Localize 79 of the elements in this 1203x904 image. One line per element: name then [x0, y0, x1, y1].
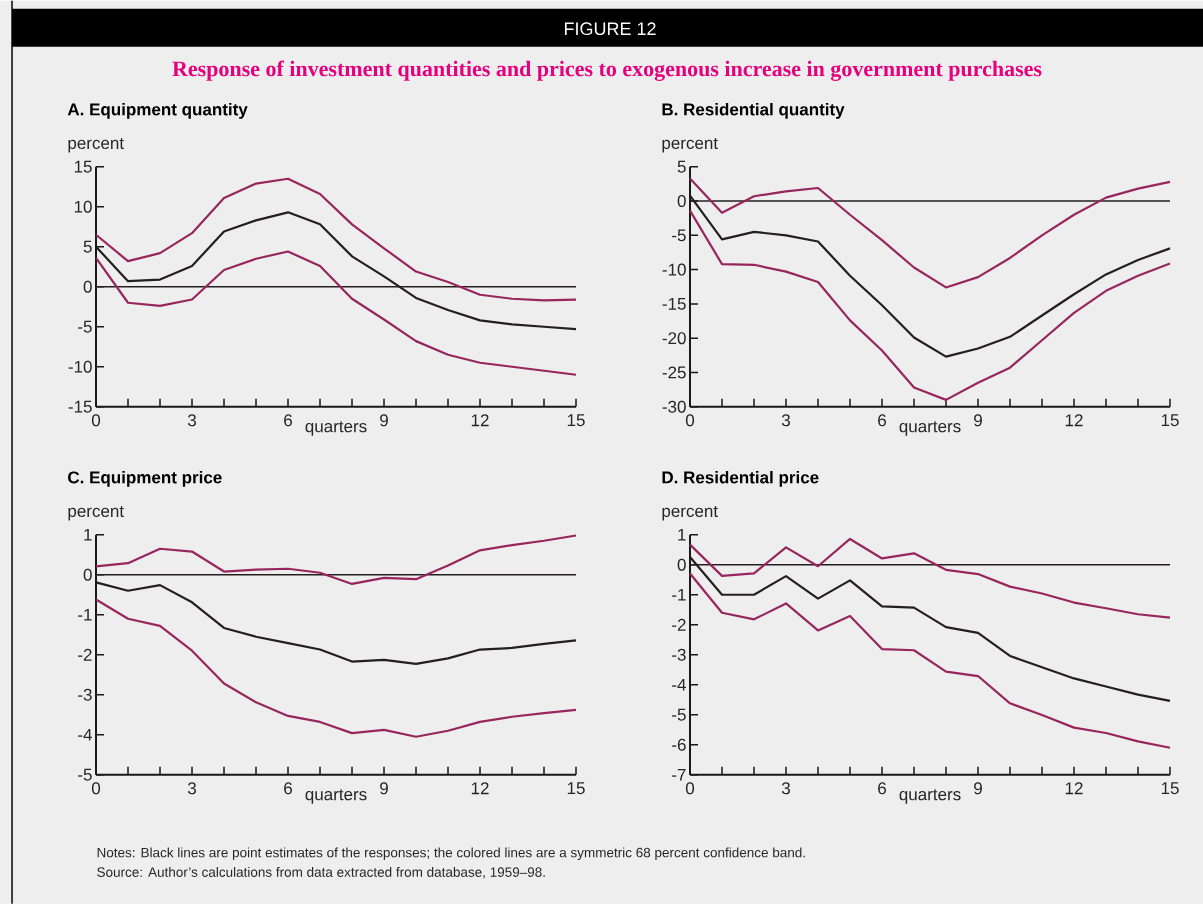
- x-tick-label: 9: [380, 782, 388, 795]
- y-tick-label: -5: [672, 708, 686, 721]
- y-tick-label: -4: [672, 678, 686, 691]
- line-series: [94, 598, 578, 738]
- x-tick-label: 3: [781, 782, 790, 795]
- y-tick-label: 1: [678, 528, 686, 541]
- line-series: [688, 537, 1172, 619]
- y-tick-label: -10: [68, 360, 92, 373]
- x-tick-label: 12: [1065, 414, 1083, 426]
- text: Response of investment quantities and prices to exogenous increase in government purchases: [172, 60, 1042, 81]
- x-axis-title: quarters: [305, 420, 367, 436]
- x-tick-label: 0: [685, 782, 695, 795]
- y-tick-label: -2: [78, 648, 92, 661]
- y-tick-label: -10: [662, 263, 686, 276]
- x-tick-label: 12: [471, 782, 489, 794]
- chart-title: A. Equipment quantity: [67, 102, 248, 119]
- x-tick-label: 15: [1161, 414, 1179, 426]
- y-axis-title: percent: [68, 505, 124, 521]
- chart-title: C. Equipment price: [68, 470, 222, 487]
- chart-title: B. Residential quantity: [662, 102, 845, 119]
- y-tick-label: -15: [662, 297, 686, 310]
- y-tick-label: -1: [672, 588, 686, 601]
- text: Notes: Black lines are point estimates of the responses; the colored lines are a symmetric 68 percent confidence band.: [97, 847, 805, 860]
- line-series: [688, 572, 1172, 749]
- y-tick-label: -25: [662, 366, 686, 379]
- x-tick-label: 15: [1161, 782, 1179, 794]
- y-tick-label: -1: [78, 608, 92, 621]
- y-tick-label: -4: [78, 728, 92, 741]
- x-tick-label: 3: [187, 414, 196, 427]
- y-tick-label: 10: [74, 200, 92, 213]
- y-tick-label: -7: [672, 768, 686, 781]
- y-tick-label: 5: [677, 160, 686, 173]
- y-axis-title: percent: [662, 505, 718, 521]
- source-note: Source: Author’s calculations from data extracted from database, 1959–98.: [97, 866, 545, 879]
- y-tick-label: -3: [672, 648, 686, 661]
- y-axis-title: percent: [662, 137, 718, 153]
- x-tick-label: 6: [878, 414, 886, 427]
- x-tick-label: 15: [567, 782, 585, 794]
- y-tick-label: -15: [68, 400, 92, 413]
- y-tick-label: 15: [74, 160, 92, 173]
- y-tick-label: -2: [672, 618, 686, 631]
- y-tick-label: 1: [84, 528, 92, 541]
- y-tick-label: -30: [662, 400, 686, 413]
- x-axis-title: quarters: [899, 788, 961, 804]
- x-tick-label: 15: [567, 414, 585, 426]
- y-tick-label: 0: [677, 194, 686, 207]
- x-tick-label: 6: [878, 782, 886, 795]
- x-axis-title: quarters: [899, 420, 961, 436]
- y-tick-label: -20: [662, 331, 686, 344]
- y-tick-label: 0: [83, 568, 92, 581]
- y-tick-label: 0: [83, 280, 92, 293]
- y-axis-title: percent: [68, 137, 124, 153]
- caption: FIGURE 12: [564, 22, 656, 35]
- x-tick-label: 9: [974, 414, 982, 427]
- line-series: [688, 177, 1172, 289]
- y-tick-label: -5: [672, 229, 686, 242]
- x-tick-label: 3: [781, 414, 790, 427]
- line-series: [688, 209, 1172, 401]
- y-tick-label: -3: [78, 688, 92, 701]
- x-tick-label: 3: [187, 782, 196, 795]
- line-series: [94, 534, 578, 585]
- y-tick-label: -5: [78, 768, 92, 781]
- y-tick-label: -5: [78, 320, 92, 333]
- x-tick-label: 9: [380, 414, 388, 427]
- x-tick-label: 0: [91, 414, 101, 427]
- x-axis-title: quarters: [305, 788, 367, 804]
- x-tick-label: 0: [685, 414, 695, 427]
- line-series: [94, 177, 578, 302]
- x-tick-label: 0: [91, 782, 101, 795]
- x-tick-label: 9: [974, 782, 982, 795]
- chart-title: D. Residential price: [662, 470, 819, 487]
- x-tick-label: 12: [1065, 782, 1083, 794]
- y-tick-label: -6: [672, 738, 686, 751]
- x-tick-label: 6: [284, 414, 292, 427]
- line-series: [94, 250, 578, 376]
- y-tick-label: 5: [83, 240, 92, 253]
- x-tick-label: 6: [284, 782, 292, 795]
- y-tick-label: 0: [677, 558, 686, 571]
- x-tick-label: 12: [471, 414, 489, 426]
